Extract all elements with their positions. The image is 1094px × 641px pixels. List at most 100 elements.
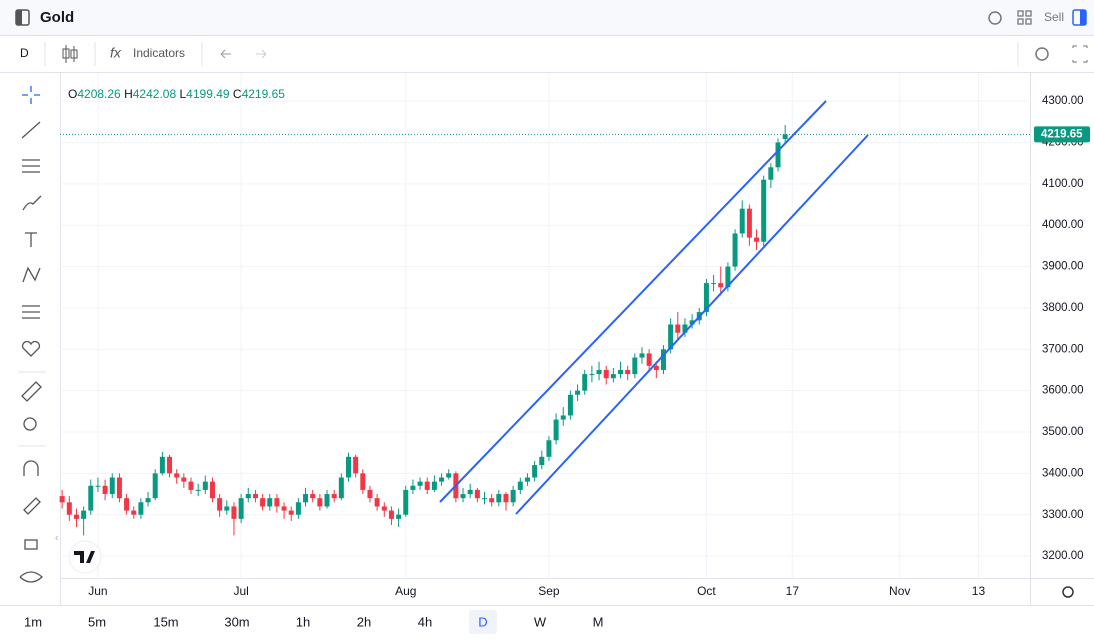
candle-body [252, 494, 258, 499]
y-tick-label: 4300.00 [1042, 95, 1084, 107]
candle-body [288, 510, 294, 515]
legend-key: O [68, 87, 77, 101]
candle-body [202, 481, 208, 490]
timeframe-button[interactable]: M [593, 614, 604, 629]
channel-lower-line[interactable] [515, 134, 869, 515]
timeframe-button[interactable]: 2h [357, 614, 371, 629]
timeframe-button[interactable]: W [534, 614, 547, 629]
candle-body [618, 369, 624, 375]
tv-logo[interactable] [68, 540, 102, 574]
chart-type-icon[interactable] [62, 45, 78, 63]
lock-drawing-tool[interactable] [23, 497, 41, 515]
candle-body [281, 506, 287, 511]
candle-body [603, 369, 609, 379]
zoom-tool[interactable] [23, 417, 37, 431]
y-tick-label: 3400.00 [1042, 467, 1084, 479]
text-tool[interactable] [25, 232, 37, 247]
ruler-tool[interactable] [21, 381, 42, 402]
candle-body [310, 494, 316, 499]
panel-icon-fill [16, 10, 22, 25]
visibility-tool[interactable] [19, 571, 43, 583]
timeframe-button[interactable]: 5m [88, 614, 106, 629]
indicators-button[interactable]: Indicators [133, 46, 185, 60]
trendline-tool[interactable] [21, 121, 41, 139]
collapse-arrow[interactable]: ‹ [55, 533, 58, 544]
lock-tool[interactable] [24, 539, 38, 550]
timeframe-button[interactable]: 1h [296, 614, 310, 629]
channel-upper-line[interactable] [439, 100, 827, 503]
candle-body [431, 481, 437, 490]
candle-body [274, 498, 280, 507]
candle-body [73, 514, 79, 519]
candle-body [338, 477, 344, 499]
timeframe-button[interactable]: 30m [224, 614, 249, 629]
candle-body [632, 357, 638, 375]
timeframe-button[interactable]: 4h [418, 614, 432, 629]
candle-body [689, 320, 695, 325]
candle-body [260, 498, 266, 507]
candle-body [575, 390, 581, 395]
fib-tool[interactable] [22, 159, 40, 173]
crosshair-tool[interactable] [22, 86, 40, 104]
timeframe-button[interactable]: D [478, 614, 487, 629]
candle-body [102, 485, 108, 495]
candle-body [467, 489, 473, 495]
magnet-tool[interactable] [23, 460, 39, 476]
candle-body [524, 477, 530, 482]
redo-button[interactable] [256, 49, 267, 59]
candle-body [474, 489, 480, 499]
sell-button[interactable]: Sell [1044, 10, 1064, 24]
candle-body [152, 473, 158, 499]
x-tick-label: Nov [889, 584, 910, 598]
candle-body [159, 456, 165, 474]
candle-body [546, 440, 552, 457]
candle-body [324, 494, 330, 507]
timeframe-button[interactable]: 1m [24, 614, 42, 629]
interval-button[interactable]: D [20, 46, 29, 60]
candle-body [682, 324, 688, 333]
candle-body [209, 481, 215, 499]
candle-body [95, 485, 101, 487]
candle-body [231, 506, 237, 519]
candle-body [503, 494, 509, 503]
candle-body [138, 502, 144, 515]
candle-body [539, 456, 545, 466]
timeframe-button[interactable]: 15m [153, 614, 178, 629]
candle-body [331, 494, 337, 499]
prediction-tool[interactable] [22, 305, 40, 319]
candle-body [754, 237, 760, 242]
pattern-tool[interactable] [22, 266, 41, 283]
legend-low: 4199.49 [186, 87, 230, 101]
timeframe-bar: 1m 5m 15m 30m 1h 2h 4h D W M [24, 610, 603, 634]
layout-icon[interactable] [1017, 10, 1032, 25]
brush-tool[interactable] [22, 195, 42, 211]
x-tick-label: Jun [88, 584, 107, 598]
candle-body [238, 498, 244, 519]
axis-settings-button[interactable] [1062, 586, 1074, 598]
candle-body [131, 510, 137, 515]
undo-button[interactable] [220, 49, 231, 59]
y-tick-label: 3300.00 [1042, 509, 1084, 521]
candle-body [489, 498, 495, 503]
side-panel-toggle-fill [1080, 10, 1086, 25]
settings-button[interactable] [1035, 47, 1049, 61]
axes: 3200.00 3300.00 3400.00 3500.00 3600.00 3700.… [88, 95, 1090, 598]
candle-body [224, 506, 230, 511]
fullscreen-button[interactable] [1072, 45, 1088, 63]
candle-body [553, 419, 559, 441]
candle-body [768, 167, 774, 180]
drawing-tools [18, 86, 46, 583]
candle-body [374, 498, 380, 507]
candle-body [59, 496, 65, 503]
fx-icon: fx [110, 45, 122, 61]
refresh-icon[interactable] [988, 11, 1002, 25]
candle-body [381, 506, 387, 511]
favorites-tool[interactable] [21, 340, 41, 357]
x-tick-label: Oct [697, 584, 716, 598]
legend-close: 4219.65 [242, 87, 286, 101]
candle-body [181, 477, 187, 482]
x-tick-label: Jul [233, 584, 248, 598]
candle-body [668, 324, 674, 350]
timeframe-active-bg [469, 610, 497, 634]
candle-body [109, 477, 115, 495]
